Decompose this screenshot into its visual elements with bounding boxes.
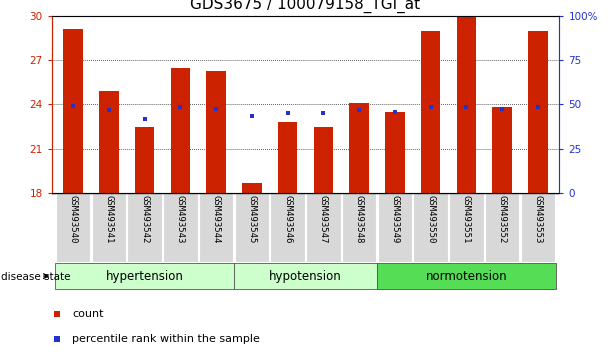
Text: GSM493540: GSM493540 bbox=[69, 195, 78, 244]
Bar bbox=[485, 193, 519, 262]
Text: hypertension: hypertension bbox=[106, 270, 184, 282]
Bar bbox=[421, 31, 440, 193]
Bar bbox=[314, 127, 333, 193]
Bar bbox=[528, 31, 548, 193]
Text: disease state: disease state bbox=[1, 272, 70, 282]
Text: GSM493544: GSM493544 bbox=[212, 195, 221, 244]
Text: GSM493548: GSM493548 bbox=[354, 195, 364, 244]
Bar bbox=[242, 183, 261, 193]
Bar bbox=[206, 70, 226, 193]
Bar bbox=[199, 193, 233, 262]
Bar bbox=[377, 263, 556, 289]
Bar bbox=[457, 16, 476, 193]
Bar bbox=[234, 263, 377, 289]
Bar bbox=[171, 68, 190, 193]
Text: percentile rank within the sample: percentile rank within the sample bbox=[72, 333, 260, 343]
Bar bbox=[128, 193, 162, 262]
Text: GSM493547: GSM493547 bbox=[319, 195, 328, 244]
Bar bbox=[235, 193, 269, 262]
Text: GSM493550: GSM493550 bbox=[426, 195, 435, 244]
Bar bbox=[135, 127, 154, 193]
Text: GSM493546: GSM493546 bbox=[283, 195, 292, 244]
Bar bbox=[63, 29, 83, 193]
Text: GSM493542: GSM493542 bbox=[140, 195, 149, 244]
Bar bbox=[350, 103, 369, 193]
Bar bbox=[306, 193, 340, 262]
Title: GDS3675 / 100079158_TGI_at: GDS3675 / 100079158_TGI_at bbox=[190, 0, 421, 13]
Bar bbox=[342, 193, 376, 262]
Bar bbox=[492, 107, 512, 193]
Bar bbox=[271, 193, 305, 262]
Text: GSM493552: GSM493552 bbox=[498, 195, 506, 244]
Bar bbox=[56, 193, 91, 262]
Text: GSM493549: GSM493549 bbox=[390, 195, 399, 244]
Bar bbox=[520, 193, 555, 262]
Text: GSM493553: GSM493553 bbox=[533, 195, 542, 244]
Bar bbox=[385, 112, 405, 193]
Bar bbox=[449, 193, 483, 262]
Text: count: count bbox=[72, 309, 103, 319]
Text: GSM493543: GSM493543 bbox=[176, 195, 185, 244]
Bar bbox=[378, 193, 412, 262]
Text: GSM493541: GSM493541 bbox=[105, 195, 113, 244]
Bar bbox=[92, 193, 126, 262]
Bar bbox=[413, 193, 448, 262]
Bar bbox=[99, 91, 119, 193]
Text: hypotension: hypotension bbox=[269, 270, 342, 282]
Bar bbox=[55, 263, 234, 289]
Text: GSM493545: GSM493545 bbox=[247, 195, 257, 244]
Text: normotension: normotension bbox=[426, 270, 507, 282]
Bar bbox=[163, 193, 198, 262]
Text: GSM493551: GSM493551 bbox=[462, 195, 471, 244]
Bar bbox=[278, 122, 297, 193]
